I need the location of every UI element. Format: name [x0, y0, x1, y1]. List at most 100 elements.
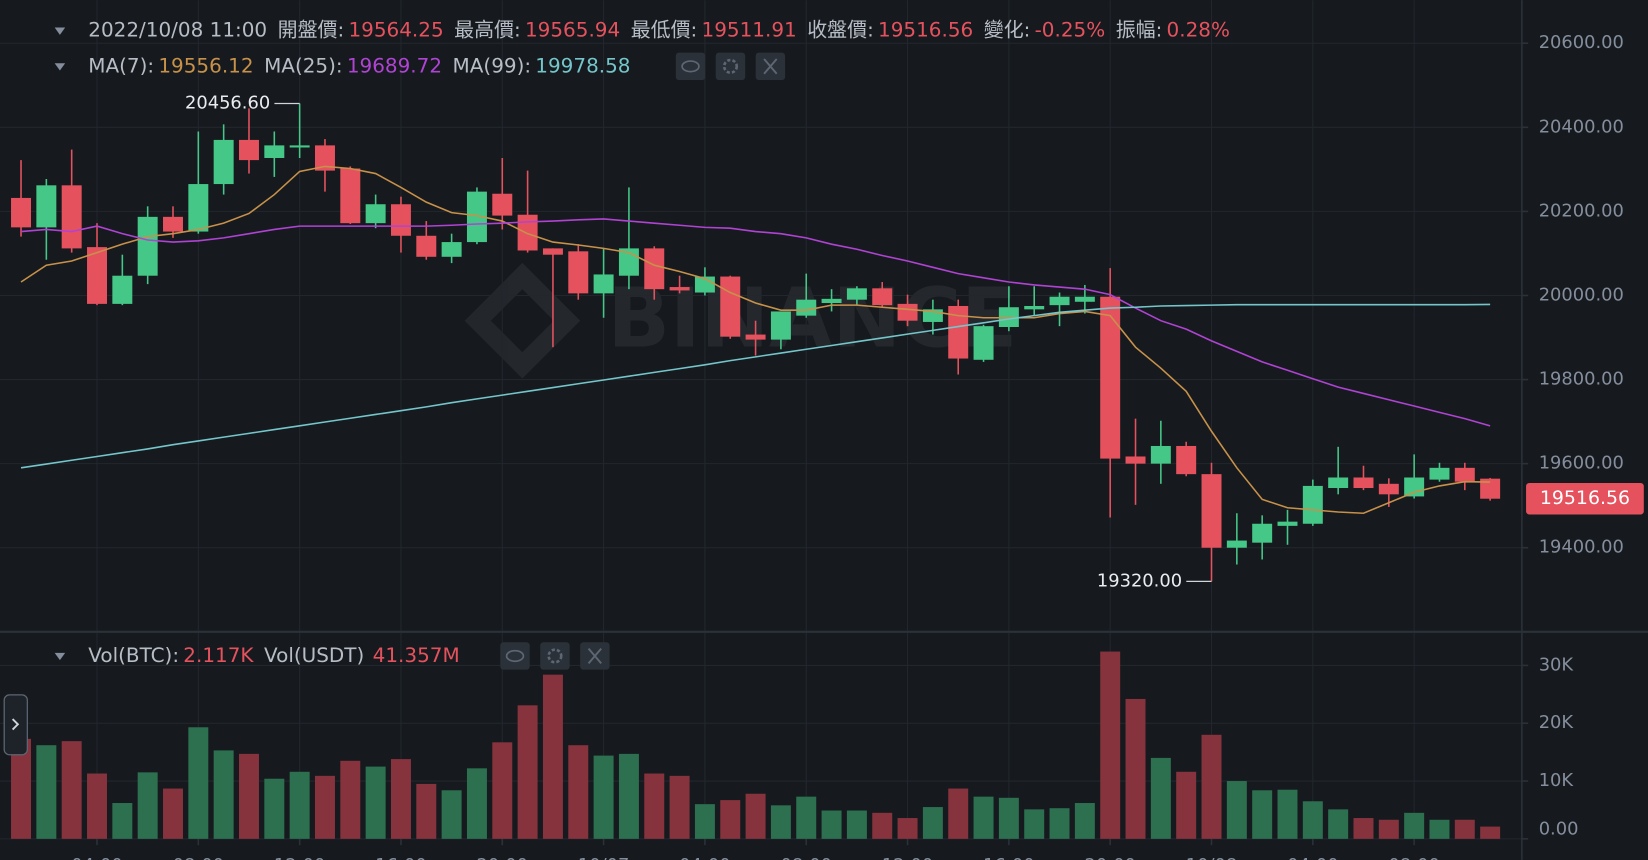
- eye-button[interactable]: [675, 52, 706, 81]
- y-tick-label: 20K: [1539, 712, 1575, 733]
- eye-button[interactable]: [500, 642, 530, 670]
- collapse-arrow[interactable]: [54, 27, 66, 35]
- volume-bar: [1353, 818, 1374, 839]
- candle-body: [340, 168, 361, 224]
- volume-bar: [289, 771, 310, 839]
- legend-item: 振幅:: [1116, 17, 1163, 41]
- volume-bar: [1480, 826, 1501, 839]
- legend-item: 19565.94: [525, 17, 620, 41]
- volume-bar: [1378, 819, 1399, 839]
- settings-button[interactable]: [540, 642, 570, 670]
- candle-body: [1277, 521, 1298, 526]
- volume-bar: [1328, 809, 1349, 839]
- legend-item: 19516.56: [878, 17, 973, 41]
- candle-body: [1125, 456, 1146, 464]
- legend-item: 2.117K: [183, 642, 254, 666]
- volume-bar: [618, 753, 639, 839]
- candle-body: [1378, 483, 1399, 495]
- collapse-arrow[interactable]: [54, 63, 66, 71]
- candle-body: [1328, 477, 1349, 489]
- candle-body: [163, 216, 183, 232]
- candle-body: [1024, 305, 1045, 310]
- volume-bar: [1049, 808, 1070, 839]
- collapse-arrow[interactable]: [54, 652, 66, 661]
- close-icon: [763, 58, 778, 75]
- volume-bar: [821, 810, 842, 839]
- volume-bar: [973, 796, 994, 839]
- candle-body: [1201, 474, 1222, 548]
- volume-bar: [1024, 809, 1045, 839]
- volume-bar: [796, 796, 817, 839]
- legend-item: 19556.12: [158, 53, 253, 77]
- candle-body: [61, 185, 82, 249]
- x-tick-label: 04:00: [71, 855, 122, 860]
- x-tick-label: 12:00: [274, 855, 325, 860]
- legend-item: 41.357M: [373, 642, 460, 666]
- x-tick-label: 04:00: [679, 855, 730, 860]
- candle-body: [390, 204, 411, 236]
- close-icon: [587, 647, 602, 664]
- x-tick-label: 04:00: [1287, 855, 1338, 860]
- candle-body: [1074, 296, 1095, 302]
- legend-item: 最高價:: [454, 17, 521, 41]
- legend-item: MA(99):: [453, 53, 532, 77]
- candle-body: [137, 216, 158, 276]
- volume-bar: [36, 745, 57, 839]
- volume-bar: [1125, 698, 1146, 839]
- candle-body: [1302, 485, 1323, 524]
- candle-body: [1176, 445, 1197, 475]
- volume-bar: [239, 753, 259, 839]
- volume-bar: [897, 818, 918, 839]
- candle-body: [87, 247, 107, 304]
- volume-bar: [922, 807, 943, 839]
- volume-bar: [542, 674, 563, 839]
- legend-line: Vol(BTC): 2.117K Vol(USDT) 41.357M: [88, 642, 459, 666]
- side-handle[interactable]: [3, 694, 28, 756]
- legend-item: 開盤價:: [278, 17, 345, 41]
- volume-bar: [466, 768, 487, 839]
- candle-body: [745, 334, 766, 340]
- handle-box[interactable]: [3, 694, 28, 756]
- x-tick-label: 20:00: [477, 855, 528, 860]
- candle-body: [973, 326, 994, 360]
- eye-icon: [505, 649, 525, 663]
- candle-body: [466, 191, 487, 243]
- ma-line: [20, 218, 1491, 427]
- candle-body: [542, 248, 563, 255]
- last-price-tag: [1526, 482, 1644, 515]
- candle-body: [11, 197, 32, 228]
- volume-bar: [948, 788, 969, 839]
- legend-item: MA(7):: [88, 53, 154, 77]
- y-tick-label: 10K: [1539, 770, 1575, 791]
- candle-body: [289, 145, 310, 148]
- settings-button[interactable]: [715, 52, 746, 81]
- ma-line: [20, 303, 1491, 469]
- volume-bar: [517, 705, 538, 839]
- y-tick-label: 19800.00: [1539, 369, 1624, 390]
- gear-icon: [722, 58, 739, 74]
- candle-body: [1429, 467, 1450, 480]
- candle-body: [948, 305, 969, 359]
- volume-bar: [568, 745, 589, 839]
- annotation-label: 19320.00: [1097, 570, 1182, 591]
- x-tick-label: 08:00: [781, 855, 832, 860]
- x-tick-label: 20:00: [1084, 855, 1135, 860]
- volume-bar: [264, 778, 285, 839]
- annotation-label: 20456.60: [185, 93, 270, 114]
- watermark-logo: [464, 262, 581, 379]
- y-tick-label: 20600.00: [1539, 32, 1624, 53]
- legend-item: -0.25%: [1035, 17, 1106, 41]
- volume-bar: [1277, 789, 1298, 839]
- legend-item: 19511.91: [702, 17, 797, 41]
- x-tick-label: 16:00: [983, 855, 1034, 860]
- candle-body: [897, 303, 918, 321]
- volume-bar: [694, 804, 715, 839]
- y-tick-label: 30K: [1539, 654, 1575, 675]
- volume-bar: [846, 810, 867, 839]
- volume-bar: [112, 803, 133, 839]
- y-tick-label: 0.00: [1539, 818, 1579, 839]
- volume-bar: [1176, 771, 1197, 839]
- candle-body: [796, 299, 817, 316]
- legend-item: 0.28%: [1167, 17, 1230, 41]
